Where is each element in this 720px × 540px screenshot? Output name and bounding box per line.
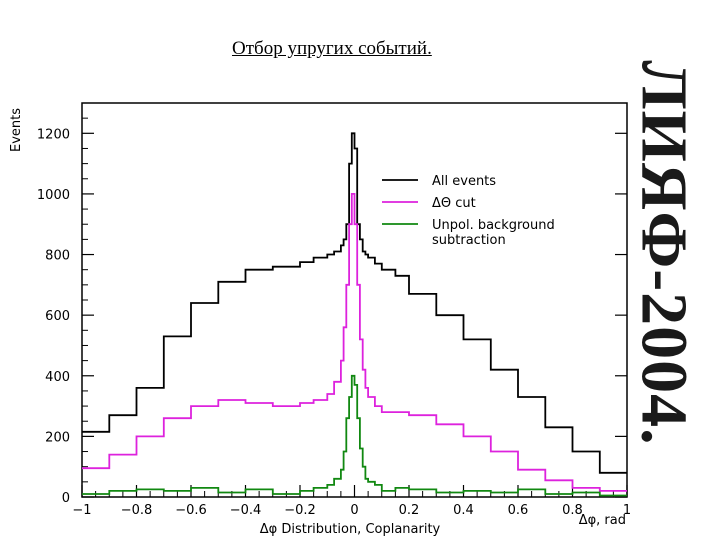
x-tick-label: 0.8 (562, 503, 583, 518)
x-tick-label: 0.4 (453, 503, 474, 518)
x-tick-label: −0.2 (284, 503, 316, 518)
x-tick-label: −1 (72, 503, 91, 518)
x-tick-label: 0 (350, 503, 358, 518)
y-tick-label: 600 (45, 309, 70, 324)
series-line-3 (82, 374, 627, 497)
y-tick-label: 200 (45, 430, 70, 445)
x-tick-label: 0.6 (508, 503, 529, 518)
y-tick-label: 400 (45, 370, 70, 385)
legend-entry: ΔΘ cut (432, 196, 476, 211)
x-tick-label: −0.6 (175, 503, 207, 518)
x-tick-label: 1 (623, 503, 631, 518)
y-tick-label: 800 (45, 249, 70, 264)
series-line-2 (82, 193, 627, 492)
y-axis-label: Events (9, 108, 24, 152)
x-axis-label: Δφ Distribution, Coplanarity (260, 522, 441, 537)
x-tick-label: 0.2 (399, 503, 420, 518)
x-axis-unit-label: Δφ, rad (579, 513, 626, 528)
x-tick-label: −0.4 (230, 503, 262, 518)
series-line-1 (82, 132, 627, 474)
legend: All events ΔΘ cut Unpol. background subtrac… (382, 174, 555, 248)
y-tick-label: 1200 (37, 127, 70, 142)
slide-title: Отбор упругих событий. (232, 38, 432, 59)
y-tick-label: 1000 (37, 188, 70, 203)
plot-frame (81, 102, 628, 498)
x-tick-label: −0.8 (121, 503, 153, 518)
histogram-series (82, 132, 627, 497)
legend-entry: Unpol. background subtraction (432, 218, 555, 248)
legend-entry: All events (432, 174, 496, 189)
y-axis: 0 200 400 600 800 1000 1200 (37, 102, 627, 506)
y-tick-label: 0 (62, 491, 70, 506)
